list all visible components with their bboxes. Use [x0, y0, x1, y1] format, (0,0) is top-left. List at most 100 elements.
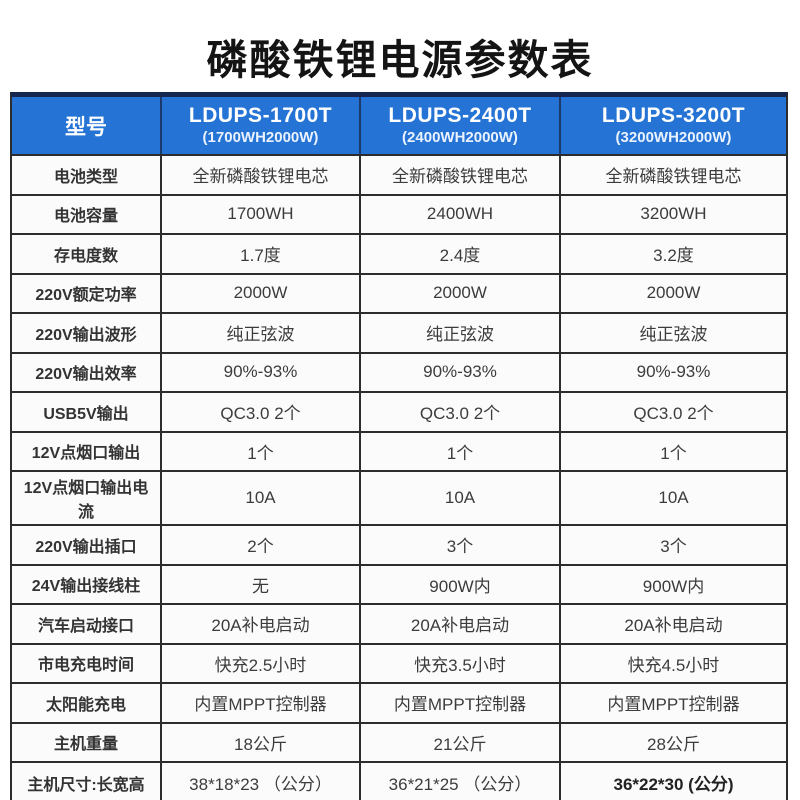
row-value-cell: 1700WH — [162, 195, 361, 233]
table-row: USB5V输出 QC3.0 2个 QC3.0 2个 QC3.0 2个 — [12, 393, 786, 433]
row-label: 汽车启动接口 — [37, 617, 134, 635]
table-row: 存电度数 1.7度 2.4度 3.2度 — [12, 235, 786, 275]
table-row: 主机重量 18公斤 21公斤 28公斤 — [12, 723, 786, 763]
row-label: 220V输出插口 — [35, 538, 137, 556]
row-value-cell: 纯正弦波 — [162, 314, 361, 352]
row-label: 220V输出效率 — [35, 366, 137, 384]
row-label: 12V点烟口输出电流 — [23, 480, 149, 521]
row-value: 纯正弦波 — [226, 325, 295, 345]
row-label-cell: 220V输出效率 — [12, 353, 162, 391]
row-value-cell: 10A — [162, 472, 361, 524]
row-value-cell: 内置MPPT控制器 — [361, 684, 561, 722]
row-value-cell: 全新磷酸铁锂电芯 — [162, 156, 361, 194]
row-value-cell: 1个 — [162, 432, 361, 470]
row-value: 1.7度 — [240, 246, 281, 266]
table-row: 12V点烟口输出电流 10A 10A 10A — [12, 472, 786, 526]
row-value: 2000W — [433, 283, 487, 303]
row-value-cell: QC3.0 2个 — [162, 393, 361, 431]
row-value-cell: 900W内 — [361, 565, 561, 603]
row-label: 220V额定功率 — [35, 287, 137, 305]
row-label: 主机重量 — [53, 736, 118, 754]
row-value: 3.2度 — [653, 246, 694, 266]
row-value-cell: 1个 — [361, 432, 561, 470]
row-label-cell: 汽车启动接口 — [12, 605, 162, 643]
row-value: 1700WH — [227, 204, 294, 224]
row-label-cell: 电池容量 — [12, 195, 162, 233]
table-row: 220V输出波形 纯正弦波 纯正弦波 纯正弦波 — [12, 314, 786, 354]
table-row: 220V输出效率 90%-93% 90%-93% 90%-93% — [12, 353, 786, 393]
model-column-label-text: 型号 — [65, 115, 107, 139]
row-value-cell: 快充4.5小时 — [561, 645, 786, 683]
row-label: USB5V输出 — [43, 405, 129, 423]
row-value-cell: 21公斤 — [361, 723, 561, 761]
row-label-cell: 220V输出波形 — [12, 314, 162, 352]
row-value: 3个 — [446, 537, 474, 557]
row-label-cell: 市电充电时间 — [12, 644, 162, 682]
header-model-cell-2: LDUPS-3200T (3200WH2000W) — [561, 97, 786, 154]
row-label-cell: USB5V输出 — [12, 393, 162, 431]
row-value-cell: 900W内 — [561, 566, 786, 604]
model-subtitle: (3200WH2000W) — [615, 128, 732, 146]
row-value: 2.4度 — [439, 246, 481, 266]
row-value: 内置MPPT控制器 — [393, 695, 527, 715]
table-row: 主机尺寸:长宽高 38*18*23 （公分） 36*21*25 （公分） 36*22*… — [12, 763, 786, 800]
row-value: 1个 — [247, 443, 274, 463]
row-value-cell: 1.7度 — [162, 235, 361, 273]
model-subtitle: (1700WH2000W) — [202, 128, 319, 146]
row-value-cell: QC3.0 2个 — [361, 393, 561, 431]
row-value-cell: 2个 — [162, 526, 361, 564]
row-value: 2400WH — [426, 204, 494, 224]
row-value-cell: 内置MPPT控制器 — [561, 684, 786, 722]
row-label-cell: 主机尺寸:长宽高 — [12, 763, 162, 800]
row-label: 市电充电时间 — [37, 657, 134, 675]
table-row: 电池类型 全新磷酸铁锂电芯 全新磷酸铁锂电芯 全新磷酸铁锂电芯 — [12, 156, 786, 196]
row-value-cell: 3个 — [361, 526, 561, 564]
table-row: 汽车启动接口 20A补电启动 20A补电启动 20A补电启动 — [12, 605, 786, 645]
row-value: 快充2.5小时 — [214, 655, 307, 675]
header-model-cell-1: LDUPS-2400T (2400WH2000W) — [361, 97, 561, 154]
row-value-cell: 90%-93% — [361, 353, 561, 391]
row-value: 21公斤 — [433, 734, 487, 754]
row-value: QC3.0 2个 — [419, 404, 501, 424]
row-value: 3200WH — [640, 204, 707, 224]
table-row: 220V额定功率 2000W 2000W 2000W — [12, 274, 786, 314]
row-value: 全新磷酸铁锂电芯 — [392, 167, 528, 187]
row-value: 36*22*30 (公分) — [613, 775, 734, 795]
page-title: 磷酸铁锂电源参数表 — [206, 37, 594, 83]
row-label-cell: 24V输出接线柱 — [12, 565, 162, 603]
row-value: 3个 — [660, 537, 687, 557]
row-value-cell: 36*21*25 （公分） — [361, 763, 561, 800]
row-label-cell: 220V额定功率 — [12, 274, 162, 312]
row-value: 全新磷酸铁锂电芯 — [192, 167, 329, 187]
model-name: LDUPS-3200T — [601, 104, 746, 128]
row-value: 90%-93% — [423, 362, 497, 382]
row-value: 无 — [252, 576, 269, 596]
row-value: 1个 — [446, 443, 474, 463]
row-value-cell: 20A补电启动 — [561, 605, 786, 643]
row-value-cell: 28公斤 — [561, 724, 786, 762]
model-subtitle: (2400WH2000W) — [402, 128, 518, 146]
row-value: 纯正弦波 — [639, 325, 708, 345]
row-value-cell: 全新磷酸铁锂电芯 — [561, 156, 786, 194]
row-value: 90%-93% — [223, 362, 298, 382]
table-row: 12V点烟口输出 1个 1个 1个 — [12, 432, 786, 472]
row-value-cell: 纯正弦波 — [561, 314, 786, 352]
table-body: 电池类型 全新磷酸铁锂电芯 全新磷酸铁锂电芯 全新磷酸铁锂电芯电池容量 1700WH 24… — [12, 156, 786, 800]
row-label-cell: 主机重量 — [12, 723, 162, 761]
row-label-cell: 220V输出插口 — [12, 526, 162, 564]
row-value: 10A — [658, 488, 689, 507]
row-value-cell: 20A补电启动 — [361, 605, 561, 643]
row-value: 900W内 — [642, 576, 705, 596]
row-label: 电池容量 — [53, 208, 118, 226]
row-value: 38*18*23 （公分） — [189, 775, 332, 795]
row-label: 电池类型 — [53, 168, 118, 186]
row-label: 220V输出波形 — [35, 326, 137, 344]
row-value-cell: 快充2.5小时 — [162, 644, 361, 682]
row-value: 内置MPPT控制器 — [194, 695, 327, 715]
row-value: 纯正弦波 — [426, 325, 494, 345]
row-value-cell: 10A — [361, 472, 561, 524]
table-row: 市电充电时间 快充2.5小时 快充3.5小时 快充4.5小时 — [12, 644, 786, 684]
row-value-cell: 3200WH — [561, 196, 786, 234]
row-label: 主机尺寸:长宽高 — [27, 776, 145, 794]
